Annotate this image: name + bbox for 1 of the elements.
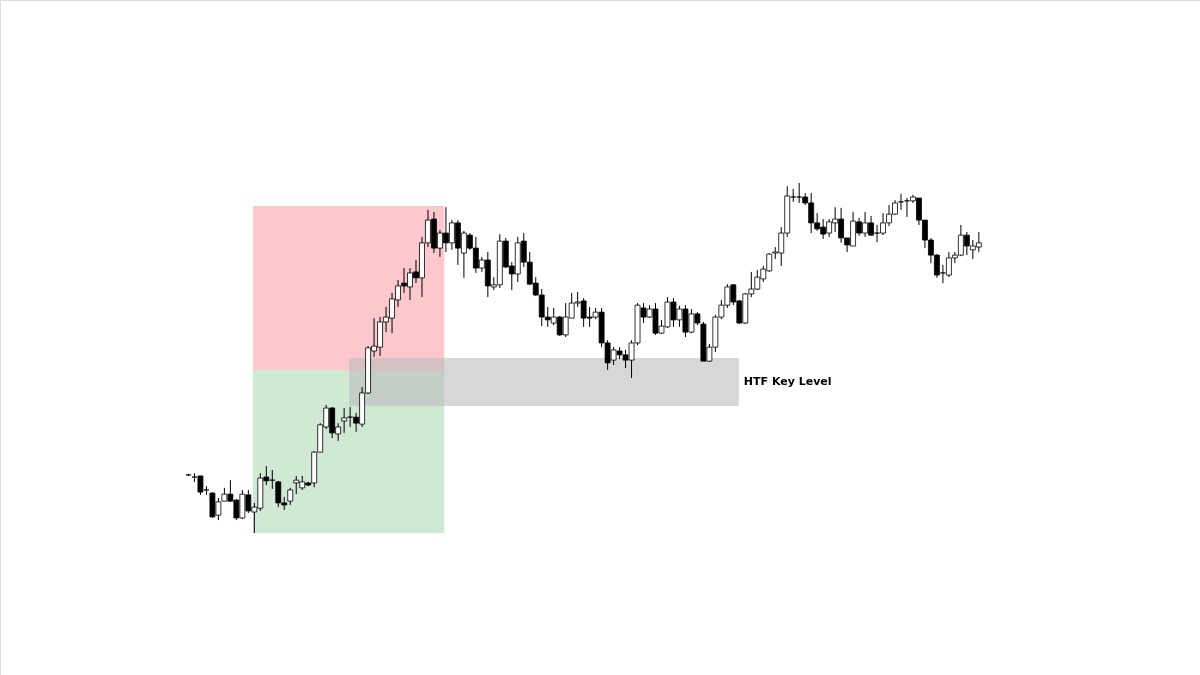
band-label: HTF Key Level: [743, 374, 832, 388]
